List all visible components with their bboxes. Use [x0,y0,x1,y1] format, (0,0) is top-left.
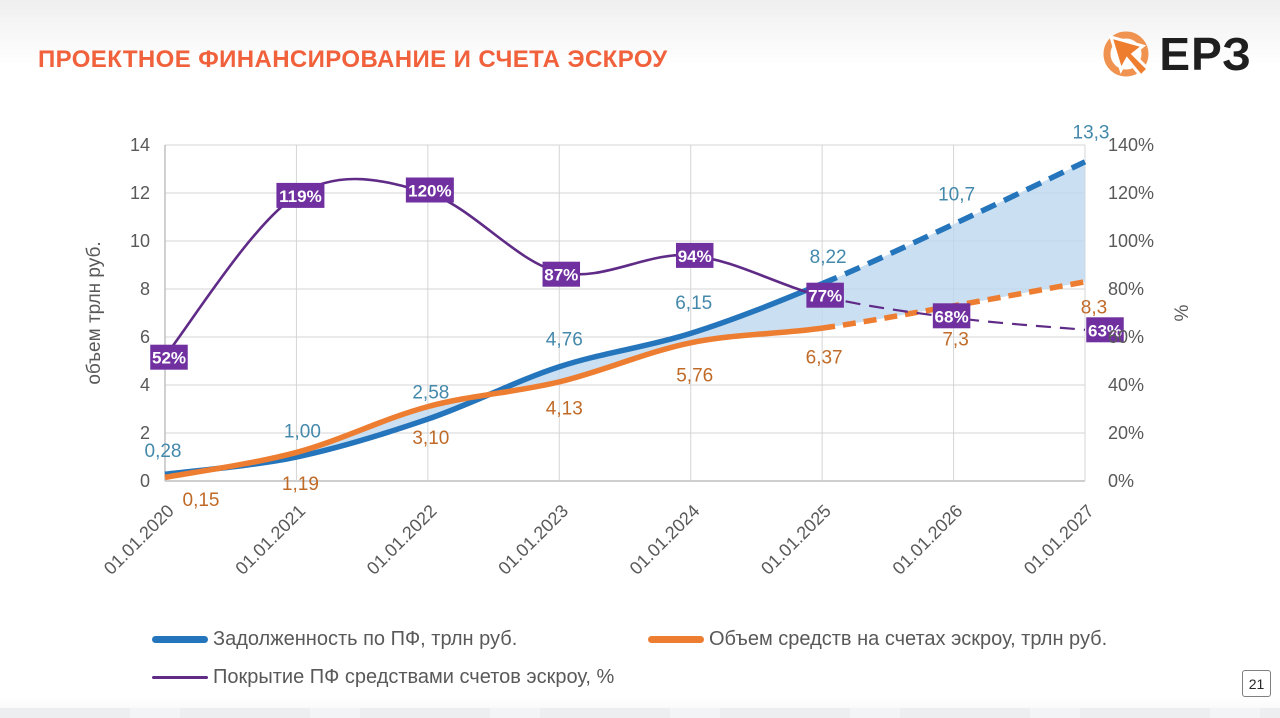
left-axis-tick: 0 [140,471,150,491]
legend-item-escrow: Объем средств на счетах эскроу, трлн руб… [648,628,1107,651]
right-axis-tick: 0% [1108,471,1134,491]
debt-data-label: 8,22 [810,247,847,268]
series-debt-line-forecast-dashed [821,159,1087,287]
debt-data-label: 4,76 [546,329,583,350]
legend-item-debt: Задолженность по ПФ, трлн руб. [152,628,517,651]
escrow-data-label: 5,76 [676,365,713,386]
bottom-bar [0,708,1280,718]
escrow-data-label: 1,19 [282,474,319,495]
debt-data-label: 0,28 [145,441,182,462]
logo-ring [1103,31,1149,77]
legend-marker-coverage [152,676,208,679]
legend-label-debt: Задолженность по ПФ, трлн руб. [213,628,518,650]
legend-marker-debt [152,636,208,643]
coverage-label-box [542,261,581,287]
left-axis-tick: 14 [130,135,150,155]
legend-marker-escrow [648,636,704,643]
coverage-data-label: 120% [408,182,451,201]
coverage-label-box [675,242,714,268]
escrow-data-label: 3,10 [412,428,449,449]
right-axis-tick: 40% [1108,375,1144,395]
escrow-data-label: 7,3 [942,329,968,350]
coverage-data-label: 94% [678,247,712,266]
left-axis-tick: 4 [140,375,150,395]
left-axis-title: объем трлн руб. [84,241,105,384]
debt-data-label: 6,15 [675,293,712,314]
left-axis-tick: 10 [130,231,150,251]
left-axis-tick: 8 [140,279,150,299]
right-axis-tick: 100% [1108,231,1154,251]
page-title: ПРОЕКТНОЕ ФИНАНСИРОВАНИЕ И СЧЕТА ЭСКРОУ [38,46,668,73]
x-axis-tick: 01.01.2025 [757,501,835,579]
x-axis-tick: 01.01.2022 [363,501,441,579]
escrow-data-label: 4,13 [546,398,583,419]
x-axis-tick: 01.01.2024 [626,501,704,579]
debt-data-label: 1,00 [284,422,321,443]
coverage-label-box [932,303,971,329]
right-axis-tick: 60% [1108,327,1144,347]
coverage-data-label: 77% [808,287,842,306]
escrow-data-label: 0,15 [183,490,220,511]
legend-item-coverage: Покрытие ПФ средствами счетов эскроу, % [152,666,614,689]
debt-data-label: 10,7 [938,185,975,206]
x-axis-tick: 01.01.2027 [1020,501,1098,579]
left-axis-tick: 2 [140,423,150,443]
logo-text: ЕРЗ [1159,28,1252,80]
coverage-label-box [1086,317,1124,343]
coverage-data-label: 87% [544,266,578,285]
x-axis-tick: 01.01.2026 [889,501,967,579]
coverage-label-box [276,182,325,208]
erz-logo: ЕРЗ [1101,26,1252,82]
legend-label-escrow: Объем средств на счетах эскроу, трлн руб… [709,628,1108,650]
right-axis-tick: 120% [1108,183,1154,203]
coverage-data-label: 63% [1088,321,1122,340]
x-axis-tick: 01.01.2023 [494,501,572,579]
left-axis-tick: 6 [140,327,150,347]
coverage-label-box [806,282,844,308]
x-axis-tick: 01.01.2021 [231,501,309,579]
coverage-label-box [150,344,188,370]
series-escrow-line-solid [164,325,823,481]
coverage-label-box [405,177,454,203]
debt-data-label: 2,58 [412,383,449,404]
legend-label-coverage: Покрытие ПФ средствами счетов эскроу, % [213,666,615,688]
page-number: 21 [1242,670,1271,697]
coverage-data-label: 52% [152,349,186,368]
right-axis-tick: 20% [1108,423,1144,443]
erz-logo-mark [1103,31,1151,79]
escrow-data-label: 6,37 [806,348,843,369]
right-axis-tick: 140% [1108,135,1154,155]
coverage-data-label: 68% [935,307,969,326]
left-axis-tick: 12 [130,183,150,203]
series-debt-line-solid [164,281,824,478]
escrow-data-label: 8,3 [1081,297,1107,318]
coverage-data-label: 119% [279,187,322,206]
debt-data-label: 13,3 [1073,122,1110,143]
logo-cursor-arrow-icon [1109,34,1151,79]
x-axis-tick: 01.01.2020 [100,501,178,579]
right-axis-tick: 80% [1108,279,1144,299]
right-axis-title: % [1172,304,1193,321]
